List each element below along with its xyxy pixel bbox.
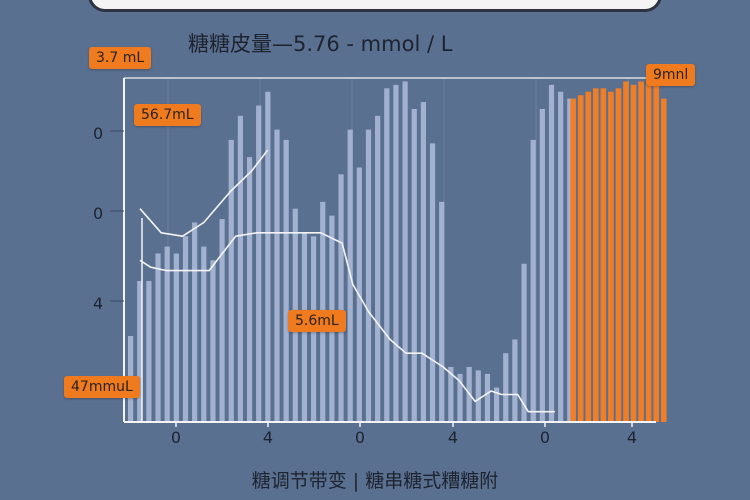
- bar: [265, 91, 271, 422]
- trend-line: [139, 232, 555, 413]
- x-tick-label: 4: [626, 428, 638, 447]
- bar: [384, 88, 390, 422]
- bar: [653, 78, 659, 422]
- bar: [630, 84, 637, 422]
- bar: [638, 81, 644, 422]
- annotation-tag: 5.6mL: [288, 310, 346, 332]
- bar: [548, 84, 555, 422]
- trend-lines: [139, 149, 555, 422]
- bar: [164, 246, 170, 422]
- bar: [137, 280, 143, 422]
- bar: [338, 174, 344, 422]
- annotation-tag: 56.7mL: [134, 104, 201, 126]
- bars: [128, 78, 667, 423]
- top-banner: [88, 0, 662, 12]
- bar: [365, 129, 372, 422]
- bar: [219, 219, 225, 422]
- bar: [228, 139, 234, 423]
- bar: [246, 157, 253, 422]
- bar: [393, 84, 399, 422]
- bar: [256, 105, 262, 423]
- x-tick-label: 4: [447, 428, 459, 447]
- bar: [192, 222, 198, 422]
- annotation-tag: 47mmuL: [64, 376, 140, 398]
- bar: [146, 280, 152, 422]
- bar: [539, 108, 545, 423]
- bar: [615, 88, 622, 422]
- bar: [457, 373, 463, 422]
- bar: [577, 95, 584, 422]
- bar: [201, 246, 207, 422]
- bar: [608, 91, 614, 422]
- bar: [173, 253, 179, 422]
- bar: [645, 84, 652, 422]
- bar: [600, 88, 607, 422]
- bar: [283, 139, 289, 423]
- bar: [585, 91, 592, 422]
- bar: [375, 115, 381, 422]
- bar: [182, 236, 189, 422]
- bar: [570, 98, 576, 422]
- bar: [210, 260, 216, 422]
- x-tick-label: 0: [170, 428, 182, 447]
- bar: [439, 201, 445, 422]
- bar: [623, 81, 629, 422]
- y-tick-label: 0: [93, 204, 104, 223]
- axes: [110, 77, 656, 427]
- bar: [558, 91, 564, 422]
- chart-title: 糖糖皮量—5.76 - mmol / L: [188, 32, 453, 56]
- bar: [484, 373, 491, 422]
- bar: [660, 98, 667, 422]
- bar: [429, 143, 436, 423]
- bar: [530, 139, 536, 423]
- y-tick-label: 0: [93, 124, 104, 143]
- bar: [274, 129, 280, 422]
- bar: [494, 387, 500, 422]
- bar: [402, 81, 408, 422]
- bar: [420, 102, 426, 422]
- bar: [567, 98, 573, 422]
- x-tick-label: 4: [262, 428, 274, 447]
- y-tick-label: 4: [93, 294, 104, 313]
- chart-footer: 糖调节带变 | 糖串糖式糟糖附: [251, 470, 499, 492]
- x-tick-label: 0: [539, 428, 551, 447]
- bar: [475, 370, 481, 422]
- bar: [512, 339, 518, 422]
- bar: [237, 115, 243, 422]
- annotation-tag: 3.7 mL: [89, 47, 152, 69]
- x-tick-label: 0: [354, 428, 366, 447]
- bar: [448, 366, 454, 422]
- bar: [411, 108, 417, 423]
- trend-line: [139, 149, 269, 237]
- bar: [593, 88, 599, 422]
- bar: [503, 353, 509, 422]
- bar: [155, 253, 161, 422]
- annotation-tag: 9mnl: [646, 64, 696, 86]
- bar: [521, 263, 527, 422]
